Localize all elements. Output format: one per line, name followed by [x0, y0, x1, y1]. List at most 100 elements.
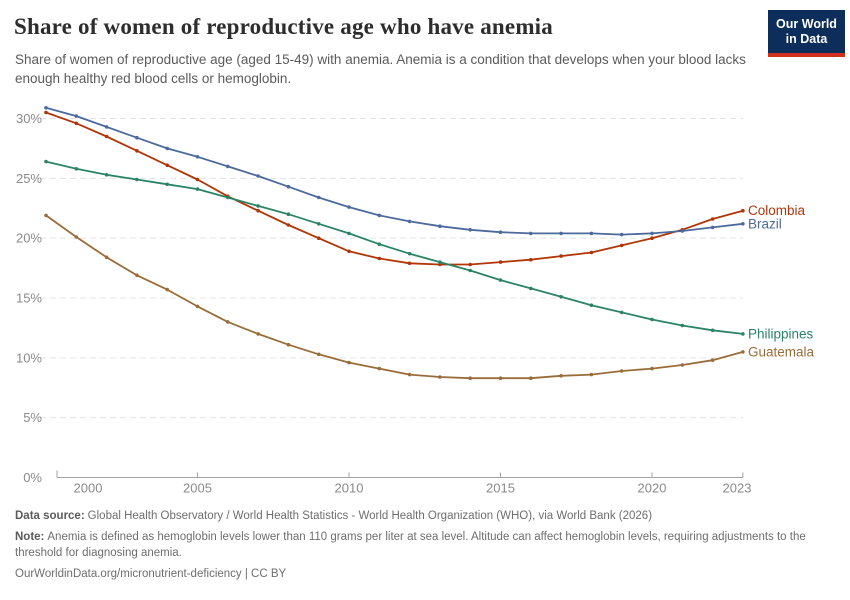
series-point-colombia[interactable] [559, 254, 563, 258]
series-point-colombia[interactable] [44, 110, 48, 115]
series-point-philippines[interactable] [407, 251, 412, 256]
series-point-brazil[interactable] [680, 229, 685, 233]
series-point-colombia[interactable] [165, 163, 169, 167]
series-point-brazil[interactable] [741, 222, 745, 226]
series-point-colombia[interactable] [316, 236, 321, 240]
series-point-colombia[interactable] [741, 208, 745, 213]
series-label-philippines[interactable]: Philippines [748, 326, 814, 341]
series-point-brazil[interactable] [529, 231, 533, 236]
series-point-guatemala[interactable] [741, 350, 745, 354]
series-point-philippines[interactable] [438, 260, 442, 264]
series-point-colombia[interactable] [286, 223, 291, 227]
series-point-brazil[interactable] [438, 224, 442, 228]
series-point-philippines[interactable] [741, 332, 745, 336]
line-chart-canvas[interactable]: 0% 5% 10% 15% 20% 25% 30% 2000 2005 2010 2015 2020 2… [0, 0, 850, 505]
series-point-guatemala[interactable] [286, 342, 291, 347]
series-point-philippines[interactable] [468, 268, 473, 273]
series-point-colombia[interactable] [468, 262, 473, 267]
series-point-philippines[interactable] [226, 195, 230, 200]
series-point-colombia[interactable] [135, 149, 139, 153]
series-point-guatemala[interactable] [256, 332, 260, 336]
series-line-brazil[interactable] [45, 106, 744, 236]
series-point-brazil[interactable] [195, 155, 200, 159]
series-point-philippines[interactable] [195, 187, 200, 191]
series-point-guatemala[interactable] [710, 358, 715, 363]
series-point-colombia[interactable] [195, 177, 200, 182]
series-point-guatemala[interactable] [498, 376, 503, 381]
series-point-philippines[interactable] [74, 167, 79, 171]
series-point-brazil[interactable] [347, 205, 351, 209]
series-point-guatemala[interactable] [316, 352, 321, 357]
series-point-guatemala[interactable] [589, 372, 594, 377]
series-point-philippines[interactable] [650, 317, 654, 322]
series-point-guatemala[interactable] [619, 369, 624, 373]
series-point-colombia[interactable] [710, 217, 715, 221]
series-point-philippines[interactable] [680, 323, 685, 328]
series-point-brazil[interactable] [286, 184, 291, 189]
series-point-brazil[interactable] [256, 174, 260, 178]
series-point-guatemala[interactable] [407, 372, 412, 377]
attribution-link[interactable]: OurWorldinData.org/micronutrient-deficie… [15, 568, 287, 580]
series-point-brazil[interactable] [165, 146, 169, 151]
series-point-guatemala[interactable] [347, 360, 351, 365]
series-point-philippines[interactable] [559, 295, 563, 299]
series-point-brazil[interactable] [710, 225, 715, 230]
series-point-philippines[interactable] [44, 159, 48, 164]
series-point-guatemala[interactable] [559, 374, 563, 378]
series-label-guatemala[interactable]: Guatemala [748, 344, 815, 359]
series-point-philippines[interactable] [165, 182, 169, 187]
series-point-philippines[interactable] [498, 278, 503, 282]
series-point-guatemala[interactable] [195, 304, 200, 309]
series-point-guatemala[interactable] [650, 366, 654, 371]
series-label-brazil[interactable]: Brazil [748, 216, 782, 231]
series-point-colombia[interactable] [650, 236, 654, 240]
series-point-colombia[interactable] [619, 243, 624, 248]
series-point-brazil[interactable] [559, 231, 563, 236]
series-point-brazil[interactable] [74, 114, 79, 118]
series-point-brazil[interactable] [135, 135, 139, 140]
series-point-philippines[interactable] [710, 328, 715, 333]
series-point-colombia[interactable] [589, 250, 594, 255]
series-point-philippines[interactable] [135, 177, 139, 182]
series-point-guatemala[interactable] [468, 376, 473, 381]
series-point-colombia[interactable] [347, 249, 351, 254]
series-point-guatemala[interactable] [44, 213, 48, 218]
series-point-brazil[interactable] [226, 164, 230, 169]
series-point-colombia[interactable] [377, 256, 382, 261]
series-point-colombia[interactable] [498, 260, 503, 264]
series-label-colombia[interactable]: Colombia [748, 203, 806, 218]
series-point-guatemala[interactable] [377, 366, 382, 371]
series-line-colombia[interactable] [45, 111, 744, 266]
series-line-philippines[interactable] [45, 160, 744, 335]
series-point-colombia[interactable] [74, 121, 79, 126]
series-point-brazil[interactable] [316, 195, 321, 200]
series-point-philippines[interactable] [316, 222, 321, 226]
series-point-brazil[interactable] [44, 106, 48, 110]
series-point-colombia[interactable] [529, 257, 533, 262]
series-point-guatemala[interactable] [226, 320, 230, 324]
series-point-brazil[interactable] [619, 232, 624, 237]
series-point-philippines[interactable] [347, 231, 351, 236]
series-point-colombia[interactable] [256, 208, 260, 213]
series-point-guatemala[interactable] [529, 376, 533, 381]
series-point-brazil[interactable] [377, 213, 382, 218]
series-point-philippines[interactable] [256, 204, 260, 208]
series-point-brazil[interactable] [104, 125, 109, 129]
series-point-brazil[interactable] [407, 219, 412, 224]
series-point-philippines[interactable] [529, 286, 533, 291]
series-point-guatemala[interactable] [438, 375, 442, 379]
series-point-guatemala[interactable] [135, 273, 139, 278]
owid-logo[interactable]: Our World in Data [768, 10, 845, 57]
series-point-brazil[interactable] [468, 228, 473, 232]
series-point-brazil[interactable] [498, 230, 503, 234]
series-point-guatemala[interactable] [680, 363, 685, 367]
series-point-philippines[interactable] [377, 242, 382, 246]
series-point-philippines[interactable] [104, 173, 109, 177]
series-point-philippines[interactable] [589, 303, 594, 308]
series-point-brazil[interactable] [589, 231, 594, 236]
series-point-brazil[interactable] [650, 231, 654, 236]
series-point-guatemala[interactable] [165, 287, 169, 292]
series-point-colombia[interactable] [407, 261, 412, 266]
series-point-philippines[interactable] [619, 310, 624, 315]
series-point-guatemala[interactable] [74, 235, 79, 239]
